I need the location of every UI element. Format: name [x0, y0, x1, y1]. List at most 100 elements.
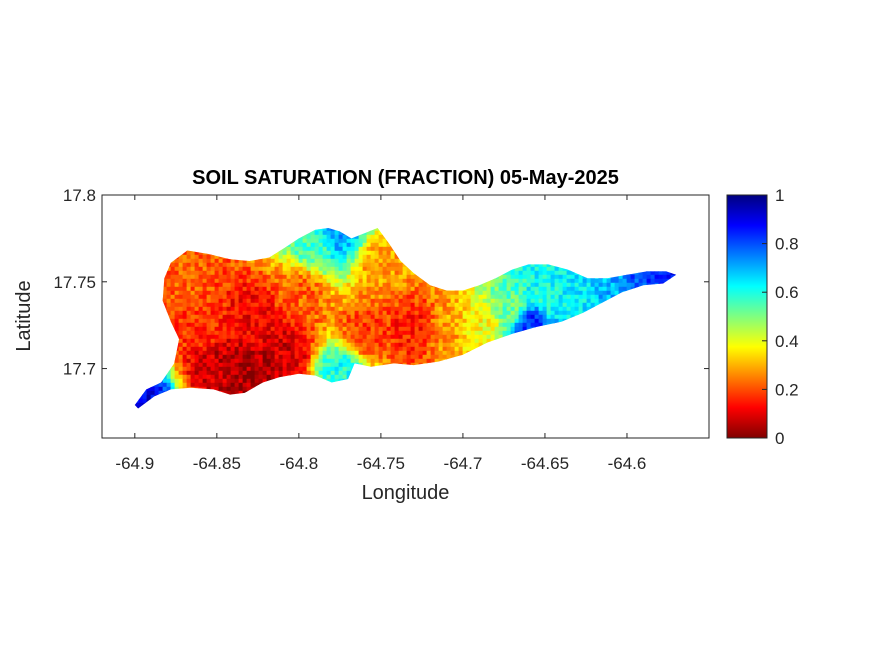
- heatmap-cell: [222, 258, 228, 264]
- heatmap-cell: [178, 228, 184, 232]
- heatmap-cell: [634, 350, 640, 356]
- heatmap-cell: [506, 278, 512, 284]
- heatmap-cell: [370, 358, 376, 364]
- heatmap-cell: [590, 326, 596, 332]
- heatmap-cell: [322, 278, 328, 284]
- heatmap-cell: [562, 258, 568, 264]
- heatmap-cell: [494, 278, 500, 284]
- heatmap-cell: [127, 339, 132, 344]
- heatmap-cell: [422, 286, 428, 292]
- heatmap-cell: [258, 290, 264, 296]
- heatmap-cell: [202, 230, 208, 236]
- heatmap-cell: [290, 350, 296, 356]
- heatmap-cell: [202, 362, 208, 368]
- heatmap-cell: [478, 322, 484, 328]
- heatmap-cell: [210, 330, 216, 336]
- heatmap-cell: [358, 262, 364, 268]
- heatmap-cell: [430, 282, 436, 288]
- heatmap-cell: [558, 266, 564, 272]
- heatmap-cell: [578, 302, 584, 308]
- heatmap-cell: [626, 290, 632, 296]
- heatmap-cell: [542, 258, 548, 264]
- heatmap-cell: [186, 350, 192, 356]
- heatmap-cell: [462, 330, 468, 336]
- heatmap-cell: [390, 354, 396, 360]
- heatmap-cell: [434, 302, 440, 308]
- heatmap-cell: [154, 330, 160, 336]
- heatmap-cell: [306, 314, 312, 320]
- heatmap-cell: [274, 254, 280, 260]
- heatmap-cell: [578, 246, 584, 252]
- heatmap-cell: [282, 338, 288, 344]
- heatmap-cell: [522, 254, 528, 260]
- heatmap-cell: [490, 242, 496, 248]
- heatmap-cell: [598, 358, 604, 364]
- heatmap-cell: [294, 234, 300, 240]
- heatmap-cell: [282, 310, 288, 316]
- heatmap-cell: [458, 262, 464, 268]
- heatmap-cell: [586, 334, 592, 340]
- heatmap-cell: [606, 346, 612, 352]
- heatmap-cell: [254, 298, 260, 304]
- heatmap-cell: [395, 223, 400, 228]
- heatmap-cell: [530, 242, 536, 248]
- heatmap-cell: [450, 228, 456, 232]
- heatmap-cell: [178, 234, 184, 240]
- heatmap-cell: [323, 223, 328, 228]
- heatmap-cell: [326, 266, 332, 272]
- heatmap-cell: [414, 294, 420, 300]
- heatmap-cell: [278, 330, 284, 336]
- heatmap-cell: [462, 322, 468, 328]
- heatmap-cell: [310, 290, 316, 296]
- heatmap-cell: [658, 286, 664, 292]
- heatmap-cell: [534, 228, 540, 232]
- heatmap-cell: [278, 262, 284, 268]
- heatmap-cell: [342, 298, 348, 304]
- heatmap-cell: [146, 228, 152, 232]
- heatmap-cell: [194, 302, 200, 308]
- heatmap-cell: [278, 350, 284, 356]
- heatmap-cell: [350, 258, 356, 264]
- heatmap-cell: [154, 326, 160, 332]
- heatmap-cell: [422, 322, 428, 328]
- heatmap-cell: [498, 246, 504, 252]
- heatmap-cell: [146, 342, 152, 348]
- heatmap-cell: [558, 358, 564, 364]
- heatmap-cell: [598, 234, 604, 240]
- heatmap-cell: [542, 254, 548, 260]
- heatmap-cell: [294, 314, 300, 320]
- heatmap-cell: [142, 230, 148, 236]
- heatmap-cell: [470, 322, 476, 328]
- heatmap-cell: [574, 262, 580, 268]
- heatmap-cell: [414, 306, 420, 312]
- heatmap-cell: [238, 254, 244, 260]
- heatmap-cell: [602, 302, 608, 308]
- heatmap-cell: [590, 298, 596, 304]
- heatmap-cell: [226, 246, 232, 252]
- heatmap-cell: [502, 306, 508, 312]
- heatmap-cell: [318, 270, 324, 276]
- heatmap-cell: [430, 334, 436, 340]
- heatmap-cell: [638, 334, 644, 340]
- heatmap-cell: [398, 238, 404, 244]
- heatmap-cell: [426, 306, 432, 312]
- heatmap-cell: [522, 330, 528, 336]
- heatmap-cell: [582, 274, 588, 280]
- heatmap-cell: [182, 254, 188, 260]
- heatmap-cell: [470, 290, 476, 296]
- heatmap-cell: [270, 254, 276, 260]
- heatmap-cell: [166, 274, 172, 280]
- heatmap-cell: [442, 358, 448, 364]
- heatmap-cell: [618, 322, 624, 328]
- heatmap-cell: [342, 270, 348, 276]
- heatmap-cell: [554, 278, 560, 284]
- heatmap-cell: [522, 294, 528, 300]
- heatmap-cell: [226, 262, 232, 268]
- heatmap-cell: [410, 362, 416, 368]
- heatmap-cell: [258, 362, 264, 368]
- heatmap-cell: [626, 354, 632, 360]
- heatmap-cell: [322, 294, 328, 300]
- heatmap-cell: [250, 262, 256, 268]
- heatmap-cell: [602, 262, 608, 268]
- heatmap-cell: [258, 354, 264, 360]
